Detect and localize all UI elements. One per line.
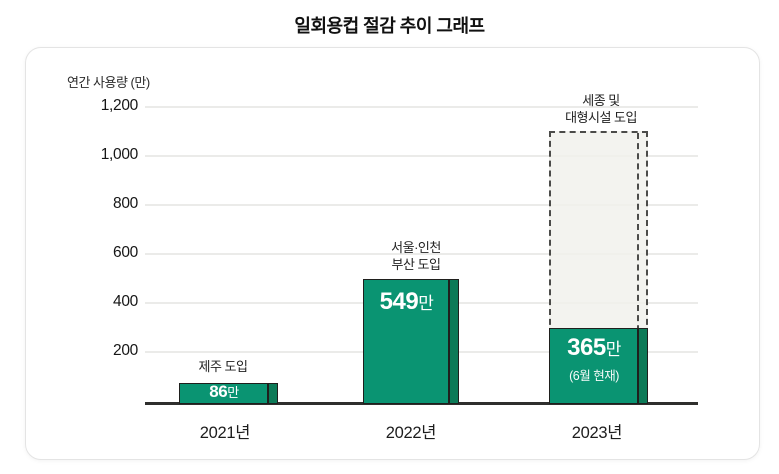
y-tick-label: 1,000 <box>100 146 139 163</box>
bar-value-label: 365만 <box>550 334 638 362</box>
bar-value: 549 <box>379 288 419 315</box>
chart-title: 일회용컵 절감 추이 그래프 <box>294 16 485 36</box>
y-tick-label: 600 <box>113 244 138 261</box>
annotation-line: 대형시설 도입 <box>565 110 637 125</box>
bar-note: (6월 현재) <box>569 369 619 383</box>
y-tick-label: 1,200 <box>100 97 139 114</box>
bar-side-shade <box>267 384 277 403</box>
bar-value: 86 <box>209 382 228 401</box>
annotation-line: 서울·인천 <box>391 240 441 255</box>
bar-2021: 86만 <box>179 382 278 404</box>
bar-unit: 만 <box>418 294 434 313</box>
annotation-line: 부산 도입 <box>391 257 441 272</box>
gridline-1200 <box>145 106 698 108</box>
bar-value-label: 549만 <box>364 288 449 316</box>
y-tick-label: 800 <box>113 195 138 212</box>
bar-value: 365 <box>567 334 606 361</box>
bar-side-shade <box>637 329 647 403</box>
gridline-800 <box>145 204 698 206</box>
x-label-2022: 2022년 <box>385 424 437 442</box>
annotation-2021: 제주 도입 <box>158 358 288 375</box>
bar-side-shade <box>448 280 458 403</box>
annotation-2022: 서울·인천 부산 도입 <box>351 239 481 273</box>
bar-value-label: 86만 <box>180 382 268 403</box>
annotation-line: 세종 및 <box>582 93 620 108</box>
annotation-line: 제주 도입 <box>198 359 248 374</box>
bar-2023: 365만 (6월 현재) <box>549 328 648 404</box>
gridline-600 <box>145 253 698 255</box>
y-tick-label: 400 <box>113 293 138 310</box>
x-label-2023: 2023년 <box>571 424 623 442</box>
bar-unit: 만 <box>605 340 622 359</box>
y-axis-title: 연간 사용량 (만) <box>67 75 150 90</box>
projected-bar-side-line <box>637 133 639 402</box>
gridline-1000 <box>145 155 698 157</box>
x-label-2021: 2021년 <box>199 424 251 442</box>
bar-2022: 549만 <box>363 279 459 404</box>
annotation-2023: 세종 및 대형시설 도입 <box>536 92 666 126</box>
y-tick-label: 200 <box>113 342 138 359</box>
bar-unit: 만 <box>227 385 239 400</box>
